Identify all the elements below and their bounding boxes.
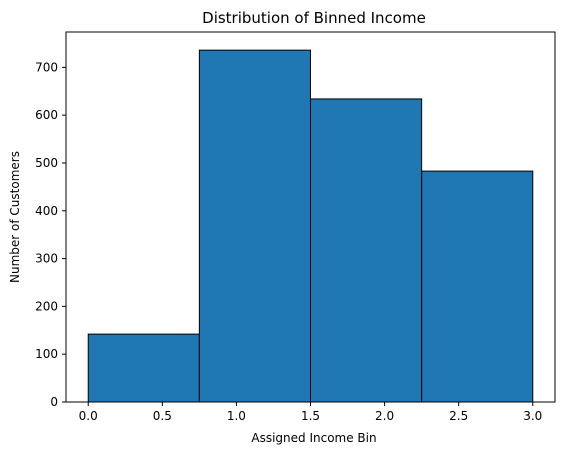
y-axis-label: Number of Customers [8,151,22,283]
x-tick-label: 2.5 [449,409,468,423]
y-tick-label: 200 [35,299,58,313]
x-axis-ticks: 0.0 0.5 1.0 1.5 2.0 2.5 3.0 [79,402,542,423]
y-tick-label: 500 [35,156,58,170]
histogram-bar-1 [198,49,311,403]
y-tick-label: 600 [35,108,58,122]
bars-group [87,49,534,403]
x-tick-label: 1.0 [227,409,246,423]
x-tick-label: 3.0 [523,409,542,423]
histogram-bar-2 [310,98,423,403]
y-tick-label: 300 [35,252,58,266]
histogram-bar-0 [87,333,200,403]
x-tick-label: 0.0 [79,409,98,423]
y-tick-label: 400 [35,204,58,218]
histogram-bar-3 [421,170,534,403]
y-axis-ticks: 0 100 200 300 400 500 600 700 [35,60,66,409]
y-tick-label: 700 [35,60,58,74]
chart-title: Distribution of Binned Income [202,9,426,27]
y-tick-label: 0 [50,395,58,409]
x-axis-label: Assigned Income Bin [251,431,376,445]
x-tick-label: 0.5 [153,409,172,423]
x-tick-label: 1.5 [301,409,320,423]
x-tick-label: 2.0 [375,409,394,423]
y-tick-label: 100 [35,347,58,361]
